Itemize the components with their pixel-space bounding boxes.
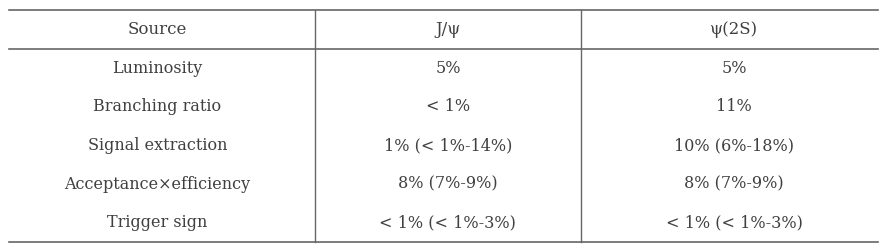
Text: J/ψ: J/ψ xyxy=(435,21,460,38)
Text: < 1% (< 1%-3%): < 1% (< 1%-3%) xyxy=(379,214,516,231)
Text: < 1% (< 1%-3%): < 1% (< 1%-3%) xyxy=(664,214,802,231)
Text: 5%: 5% xyxy=(435,60,460,77)
Text: 11%: 11% xyxy=(715,99,751,115)
Text: 8% (7%-9%): 8% (7%-9%) xyxy=(398,176,497,193)
Text: Trigger sign: Trigger sign xyxy=(107,214,207,231)
Text: 8% (7%-9%): 8% (7%-9%) xyxy=(683,176,783,193)
Text: 5%: 5% xyxy=(720,60,746,77)
Text: Branching ratio: Branching ratio xyxy=(93,99,222,115)
Text: Luminosity: Luminosity xyxy=(113,60,202,77)
Text: < 1%: < 1% xyxy=(425,99,470,115)
Text: Acceptance×efficiency: Acceptance×efficiency xyxy=(65,176,250,193)
Text: ψ(2S): ψ(2S) xyxy=(709,21,758,38)
Text: Source: Source xyxy=(128,21,187,38)
Text: 1% (< 1%-14%): 1% (< 1%-14%) xyxy=(384,137,511,154)
Text: Signal extraction: Signal extraction xyxy=(88,137,227,154)
Text: 10% (6%-18%): 10% (6%-18%) xyxy=(673,137,793,154)
